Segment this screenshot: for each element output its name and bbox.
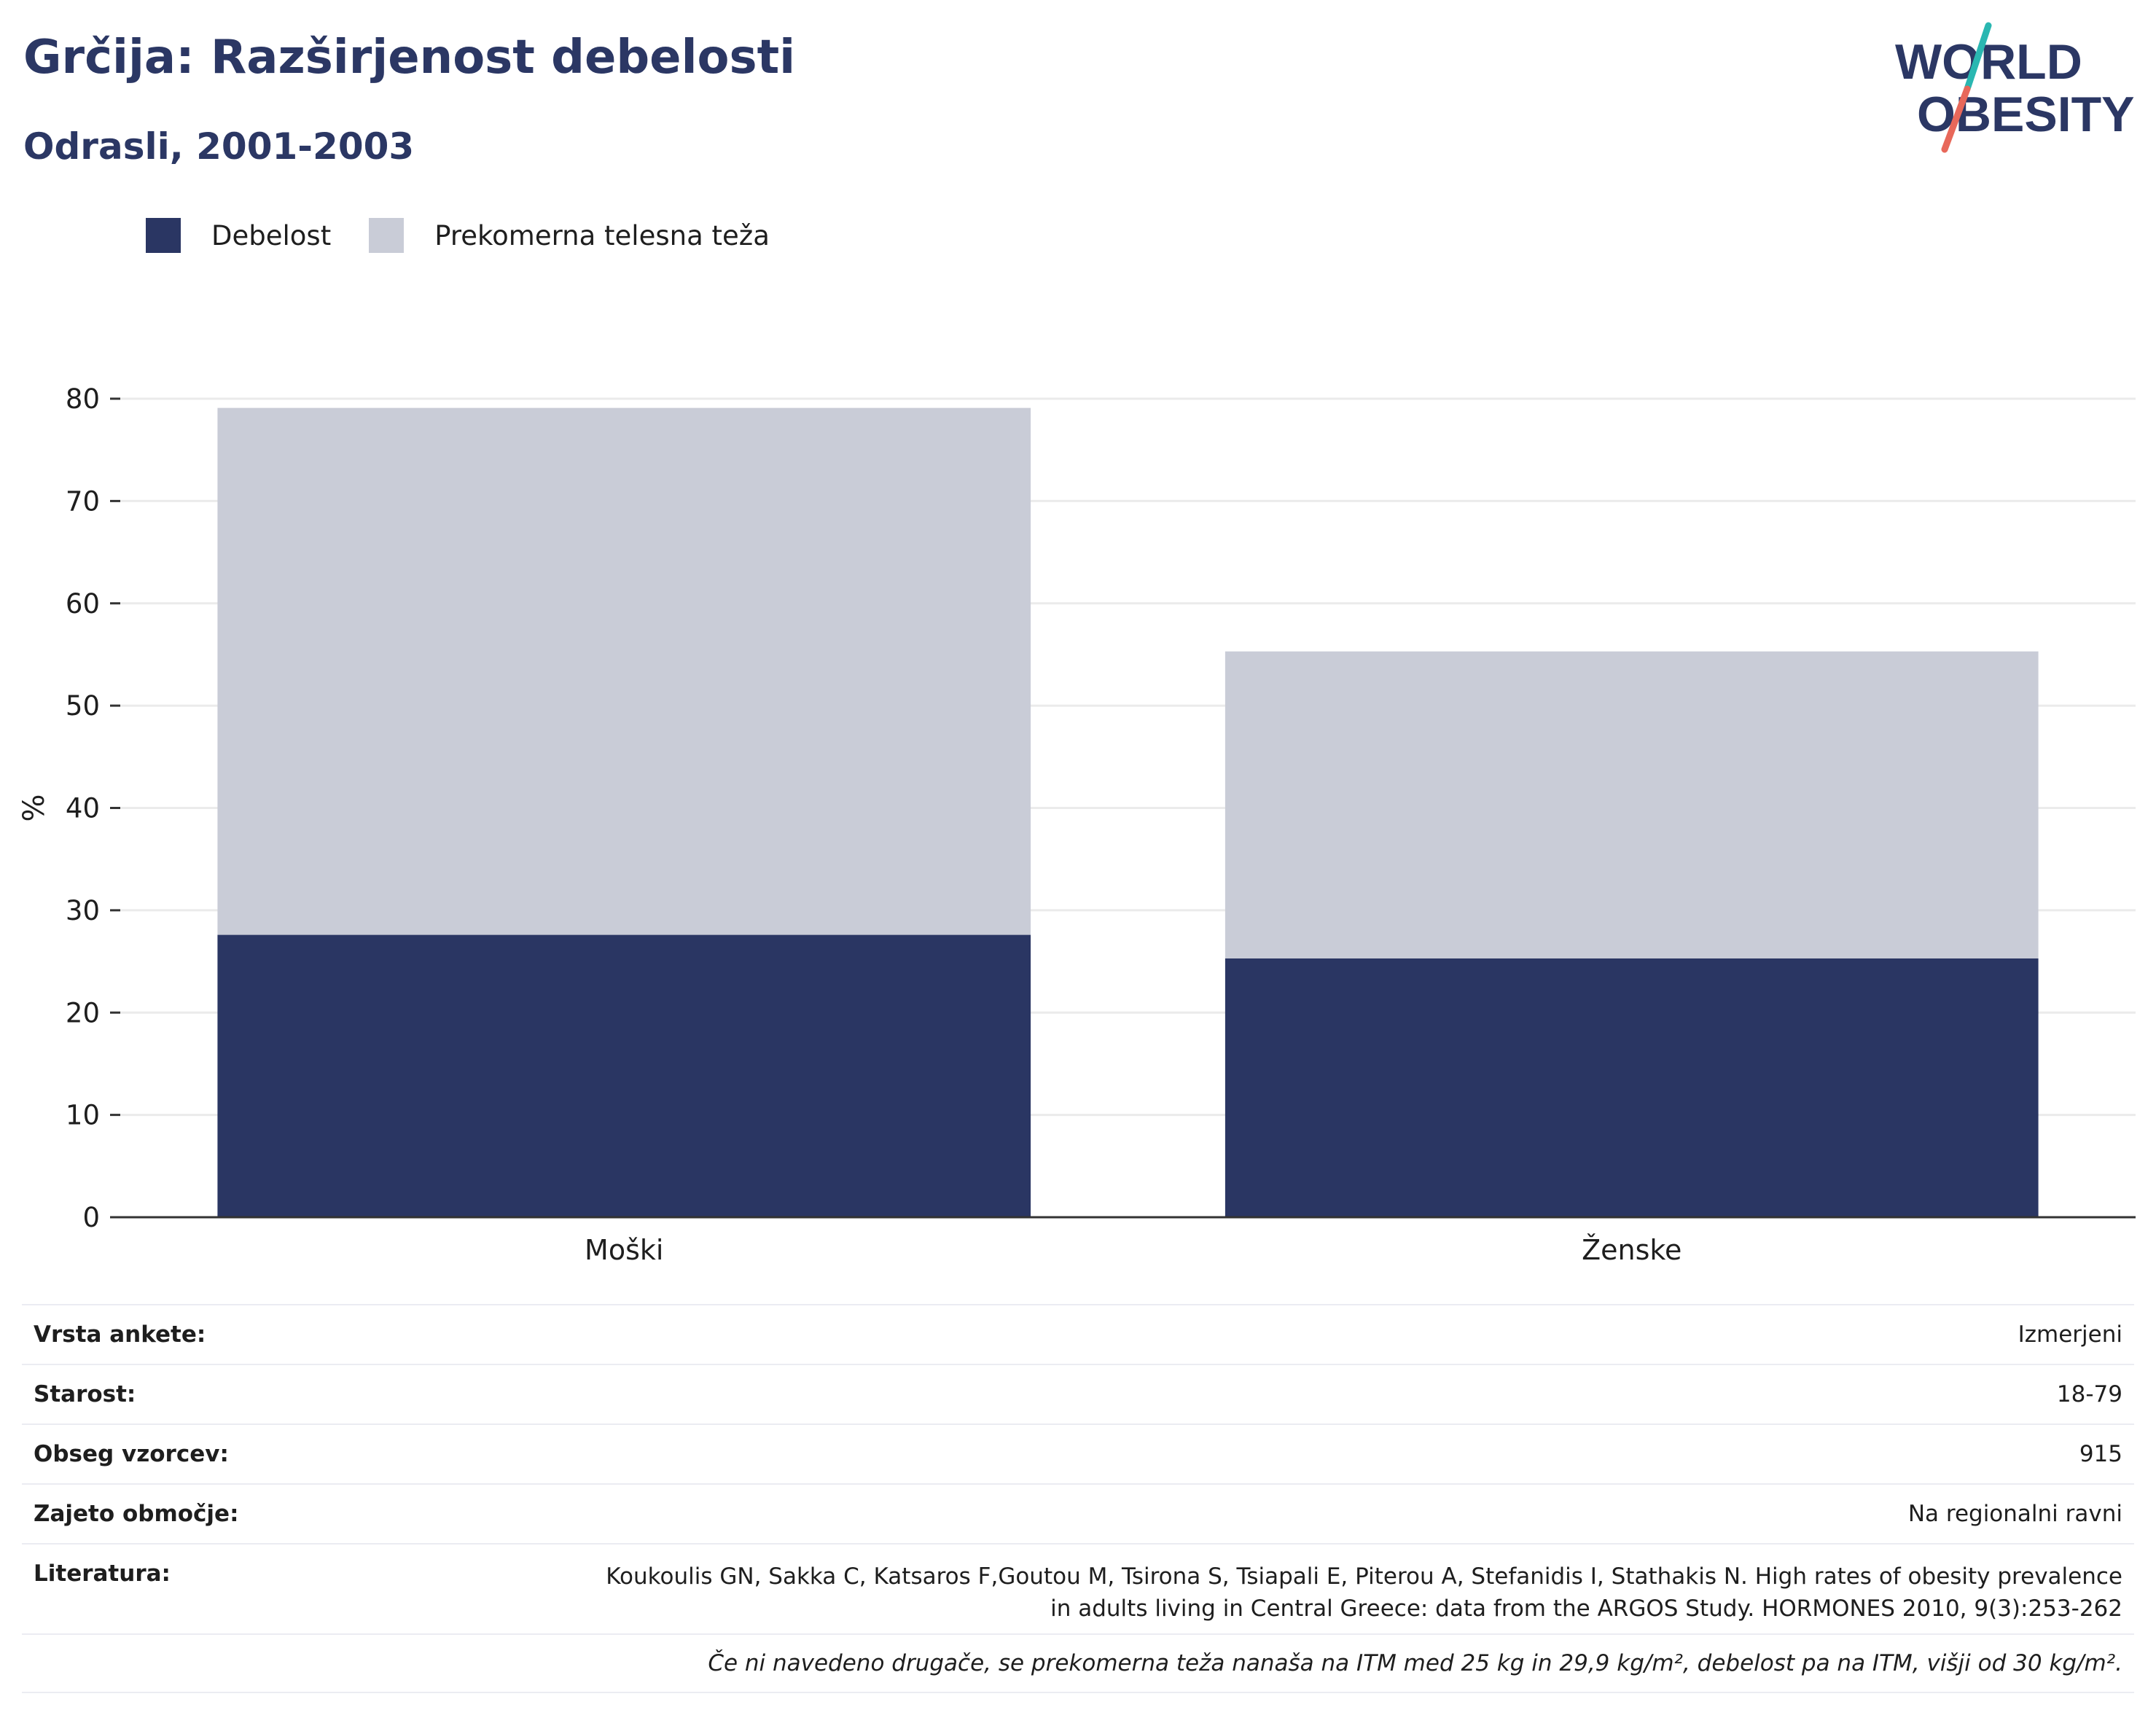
info-value: Izmerjeni xyxy=(2018,1321,2122,1348)
survey-info-table: Vrsta ankete: Izmerjeni Starost: 18-79 Obseg… xyxy=(22,1304,2134,1693)
y-axis-label: % xyxy=(17,794,51,821)
chart-subtitle: Odrasli, 2001-2003 xyxy=(23,125,415,168)
info-value: 915 xyxy=(2079,1441,2122,1467)
x-tick-label: Ženske xyxy=(1582,1234,1682,1266)
info-label: Obseg vzorcev: xyxy=(34,1441,229,1467)
bar-obesity-1[interactable] xyxy=(1225,958,2039,1217)
legend-label-overweight: Prekomerna telesna teža xyxy=(434,219,770,251)
info-row: Literatura: Koukoulis GN, Sakka C, Katsar… xyxy=(22,1543,2134,1633)
bar-chart: 0 10 20 30 40 50 60 70 80 Moški Ženske % xyxy=(17,383,2136,1266)
logo-text-world: WORLD xyxy=(1895,34,2082,90)
bar-overweight-1[interactable] xyxy=(1225,651,2039,958)
info-label: Zajeto območje: xyxy=(34,1501,239,1527)
info-label: Starost: xyxy=(34,1381,136,1407)
definition-note: Če ni navedeno drugače, se prekomerna te… xyxy=(22,1633,2134,1693)
x-tick-label: Moški xyxy=(585,1234,663,1266)
legend-label-obesity: Debelost xyxy=(211,219,332,251)
y-tick-label: 20 xyxy=(66,997,100,1028)
info-value: Koukoulis GN, Sakka C, Katsaros F,Goutou… xyxy=(606,1563,2122,1622)
bar-overweight-0[interactable] xyxy=(217,407,1031,935)
x-axis-ticks: Moški Ženske xyxy=(585,1234,1682,1266)
legend-swatch-obesity xyxy=(146,218,181,253)
y-tick-label: 50 xyxy=(66,690,100,722)
y-tick-label: 80 xyxy=(66,383,100,415)
logo-slash-coral xyxy=(1941,85,1971,153)
info-row: Vrsta ankete: Izmerjeni xyxy=(22,1304,2134,1364)
legend-item-overweight[interactable]: Prekomerna telesna teža xyxy=(369,218,770,253)
info-row: Starost: 18-79 xyxy=(22,1364,2134,1423)
bar-obesity-0[interactable] xyxy=(217,934,1031,1217)
y-tick-label: 30 xyxy=(66,895,100,926)
legend-item-obesity[interactable]: Debelost xyxy=(146,218,331,253)
chart-title: Grčija: Razširjenost debelosti xyxy=(23,31,796,85)
info-value: 18-79 xyxy=(2056,1381,2122,1407)
y-tick-label: 60 xyxy=(66,588,100,620)
y-tick-label: 10 xyxy=(66,1100,100,1131)
info-label: Vrsta ankete: xyxy=(34,1321,206,1348)
y-tick-label: 40 xyxy=(66,793,100,824)
info-row: Obseg vzorcev: 915 xyxy=(22,1423,2134,1483)
y-tick-label: 70 xyxy=(66,485,100,517)
bars xyxy=(217,407,2039,1217)
info-value: Na regionalni ravni xyxy=(1907,1501,2122,1527)
y-tick-label: 0 xyxy=(82,1202,100,1233)
world-obesity-logo: WORLD OBESITY xyxy=(1895,22,2135,153)
info-label: Literatura: xyxy=(34,1561,171,1587)
chart-legend: Debelost Prekomerna telesna teža xyxy=(146,217,808,254)
legend-swatch-overweight xyxy=(369,218,405,253)
y-axis-ticks: 0 10 20 30 40 50 60 70 80 xyxy=(66,383,120,1233)
logo-slash-teal xyxy=(1964,22,1992,93)
info-row: Zajeto območje: Na regionalni ravni xyxy=(22,1483,2134,1543)
